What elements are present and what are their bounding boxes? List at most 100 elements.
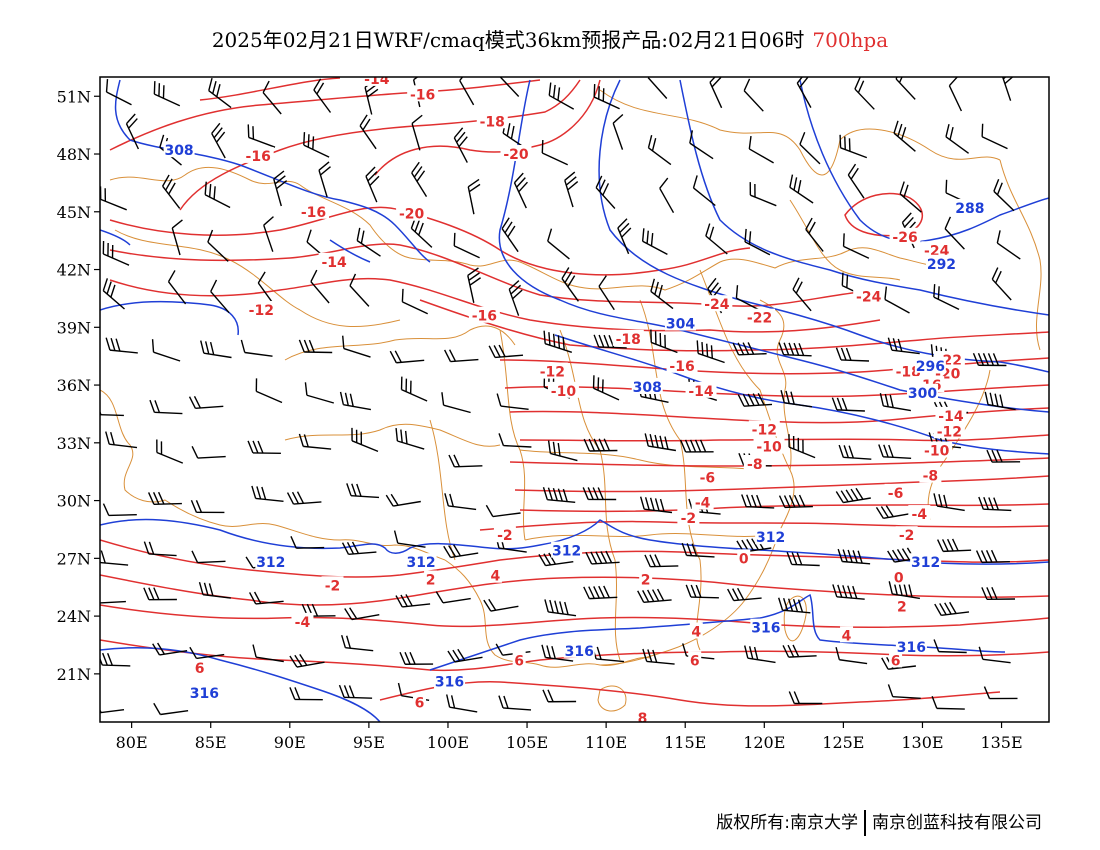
lat-tick-label: 24N xyxy=(57,607,91,626)
temperature-label-bg xyxy=(536,362,568,379)
temperature-label: -12 xyxy=(752,422,777,438)
temperature-label-bg xyxy=(889,651,903,668)
wind-barb xyxy=(647,77,668,99)
wind-barb xyxy=(744,228,771,256)
wind-barb xyxy=(887,684,921,699)
wind-barb xyxy=(290,536,325,549)
geopotential-label-bg xyxy=(750,618,782,635)
wind-barb xyxy=(659,177,675,214)
temperature-label-bg xyxy=(424,570,438,587)
temperature-label: 6 xyxy=(690,653,700,669)
wind-barb xyxy=(945,123,970,154)
wind-barb xyxy=(544,599,577,617)
temperature-label: -6 xyxy=(888,486,904,502)
wind-barb xyxy=(485,504,521,518)
wind-barb xyxy=(642,648,675,665)
wind-barb xyxy=(453,232,480,259)
wind-barb xyxy=(592,375,620,401)
wind-barb xyxy=(895,77,916,100)
wind-barb xyxy=(884,286,910,314)
temperature-label: -4 xyxy=(295,615,311,631)
wind-barb xyxy=(875,505,912,520)
wind-barb xyxy=(854,77,875,110)
lat-tick-label: 39N xyxy=(57,318,91,337)
temperature-label: -2 xyxy=(681,511,697,527)
wind-barb xyxy=(593,84,620,110)
temperature-label: -8 xyxy=(747,457,763,473)
wind-barb xyxy=(936,538,972,553)
temperature-label: 4 xyxy=(691,625,701,641)
wind-barb xyxy=(981,587,1016,601)
wind-barb xyxy=(200,340,232,359)
temperature-label: 8 xyxy=(638,711,648,727)
wind-barb xyxy=(796,77,812,108)
wind-barb xyxy=(498,433,532,448)
province-border xyxy=(599,89,841,176)
wind-barb xyxy=(447,648,483,663)
wind-barb xyxy=(878,444,912,459)
temperature-label: -16 xyxy=(410,87,435,103)
copyright-footer: 版权所有:南京大学 南京创蓝科技有限公司 xyxy=(716,808,1042,836)
temperature-label: -18 xyxy=(480,114,505,130)
geopotential-label-bg xyxy=(914,356,946,373)
wind-barb xyxy=(273,170,288,207)
temperature-label-bg xyxy=(318,252,350,269)
wind-barb xyxy=(585,550,620,565)
geopotential-label-bg xyxy=(906,383,938,400)
geopotential-label: 316 xyxy=(565,644,594,660)
wind-barb xyxy=(944,216,965,250)
wind-barb xyxy=(147,491,182,505)
temperature-label-bg xyxy=(748,420,780,437)
province-border xyxy=(519,449,761,471)
wind-barb xyxy=(789,174,814,204)
wind-barb xyxy=(705,223,728,255)
plot-frame xyxy=(99,76,1050,723)
wind-barb xyxy=(341,635,374,652)
temperature-label-bg xyxy=(636,709,650,722)
geopotential-label: 312 xyxy=(756,530,785,546)
country-border xyxy=(109,166,951,291)
wind-barb xyxy=(385,493,421,507)
wind-barb xyxy=(252,644,284,663)
wind-barb xyxy=(410,215,433,248)
temperature-label-bg xyxy=(889,227,921,244)
geopotential-label-bg xyxy=(631,377,663,394)
lat-tick-label: 48N xyxy=(57,145,91,164)
province-border xyxy=(524,533,771,541)
temperature-label: -8 xyxy=(923,469,939,485)
wind-barb xyxy=(778,597,811,614)
wind-barb xyxy=(696,340,725,364)
lon-tick-label: 125E xyxy=(822,733,864,752)
wind-barb xyxy=(153,702,189,716)
temperature-label: -16 xyxy=(669,359,694,375)
wind-barb xyxy=(984,391,1016,411)
wind-barb xyxy=(501,217,519,253)
geopotential-label-bg xyxy=(563,641,595,658)
country-border xyxy=(444,559,651,668)
wind-barb xyxy=(467,267,481,303)
wind-barb xyxy=(100,652,131,667)
wind-barb xyxy=(778,494,813,509)
wind-barb xyxy=(709,77,723,109)
lat-tick-label: 51N xyxy=(57,87,91,106)
lon-tick-label: 105E xyxy=(506,733,548,752)
temperature-contour xyxy=(379,680,1001,707)
wind-barb xyxy=(543,330,573,353)
coastline xyxy=(927,369,991,521)
wind-barb xyxy=(541,139,568,166)
temperature-label: -16 xyxy=(472,309,497,325)
temperature-contour xyxy=(504,384,1049,398)
wind-barb xyxy=(143,587,177,601)
geopotential-label-bg xyxy=(255,553,287,570)
wind-barb xyxy=(541,644,574,662)
wind-barb xyxy=(780,390,813,408)
wind-barb xyxy=(152,642,188,656)
wind-barb xyxy=(338,684,373,699)
wind-barb xyxy=(125,113,140,150)
wind-barb xyxy=(298,433,332,450)
geopotential-label: 300 xyxy=(908,386,937,402)
wind-barb xyxy=(975,549,1010,564)
wind-barb xyxy=(262,80,282,115)
geopotential-label-bg xyxy=(925,254,957,271)
temperature-label-bg xyxy=(737,549,751,566)
